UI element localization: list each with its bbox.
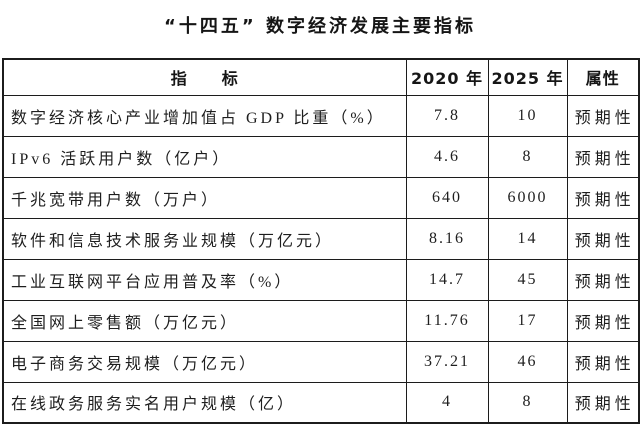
cell-2025-value: 45: [487, 258, 568, 301]
cell-2020-value: 11.76: [405, 299, 489, 342]
cell-indicator: 电子商务交易规模（万亿元）: [2, 340, 407, 383]
cell-2025-value: 8: [487, 381, 568, 424]
cell-indicator: 千兆宽带用户数（万户）: [2, 176, 407, 219]
header-indicator: 指 标: [2, 58, 407, 96]
cell-2025-value: 8: [487, 135, 568, 178]
cell-2020-value: 4.6: [405, 135, 489, 178]
table-row: 工业互联网平台应用普及率（%） 14.7 45 预期性: [2, 258, 640, 301]
header-2020: 2020 年: [405, 58, 489, 96]
cell-2020-value: 37.21: [405, 340, 489, 383]
cell-2020-value: 7.8: [405, 94, 489, 137]
indicators-table: 指 标 2020 年 2025 年 属性 数字经济核心产业增加值占 GDP 比重…: [2, 58, 640, 424]
cell-2020-value: 640: [405, 176, 489, 219]
cell-attribute: 预期性: [566, 217, 640, 260]
table-row: IPv6 活跃用户数（亿户） 4.6 8 预期性: [2, 135, 640, 178]
cell-2025-value: 6000: [487, 176, 568, 219]
table-row: 软件和信息技术服务业规模（万亿元） 8.16 14 预期性: [2, 217, 640, 260]
table-header-row: 指 标 2020 年 2025 年 属性: [2, 58, 640, 96]
cell-attribute: 预期性: [566, 381, 640, 424]
table-row: 千兆宽带用户数（万户） 640 6000 预期性: [2, 176, 640, 219]
cell-2025-value: 17: [487, 299, 568, 342]
cell-indicator: 数字经济核心产业增加值占 GDP 比重（%）: [2, 94, 407, 137]
cell-2020-value: 14.7: [405, 258, 489, 301]
cell-attribute: 预期性: [566, 135, 640, 178]
table-row: 全国网上零售额（万亿元） 11.76 17 预期性: [2, 299, 640, 342]
cell-attribute: 预期性: [566, 258, 640, 301]
table-row: 电子商务交易规模（万亿元） 37.21 46 预期性: [2, 340, 640, 383]
cell-attribute: 预期性: [566, 299, 640, 342]
cell-2020-value: 8.16: [405, 217, 489, 260]
cell-indicator: 工业互联网平台应用普及率（%）: [2, 258, 407, 301]
cell-indicator: IPv6 活跃用户数（亿户）: [2, 135, 407, 178]
cell-attribute: 预期性: [566, 340, 640, 383]
cell-2020-value: 4: [405, 381, 489, 424]
header-2025: 2025 年: [487, 58, 568, 96]
table-row: 数字经济核心产业增加值占 GDP 比重（%） 7.8 10 预期性: [2, 94, 640, 137]
cell-2025-value: 10: [487, 94, 568, 137]
table-row: 在线政务服务实名用户规模（亿） 4 8 预期性: [2, 381, 640, 424]
cell-attribute: 预期性: [566, 94, 640, 137]
cell-indicator: 软件和信息技术服务业规模（万亿元）: [2, 217, 407, 260]
cell-indicator: 在线政务服务实名用户规模（亿）: [2, 381, 407, 424]
header-attribute: 属性: [566, 58, 640, 96]
cell-2025-value: 46: [487, 340, 568, 383]
cell-attribute: 预期性: [566, 176, 640, 219]
page-title: “十四五” 数字经济发展主要指标: [164, 16, 476, 37]
cell-2025-value: 14: [487, 217, 568, 260]
cell-indicator: 全国网上零售额（万亿元）: [2, 299, 407, 342]
